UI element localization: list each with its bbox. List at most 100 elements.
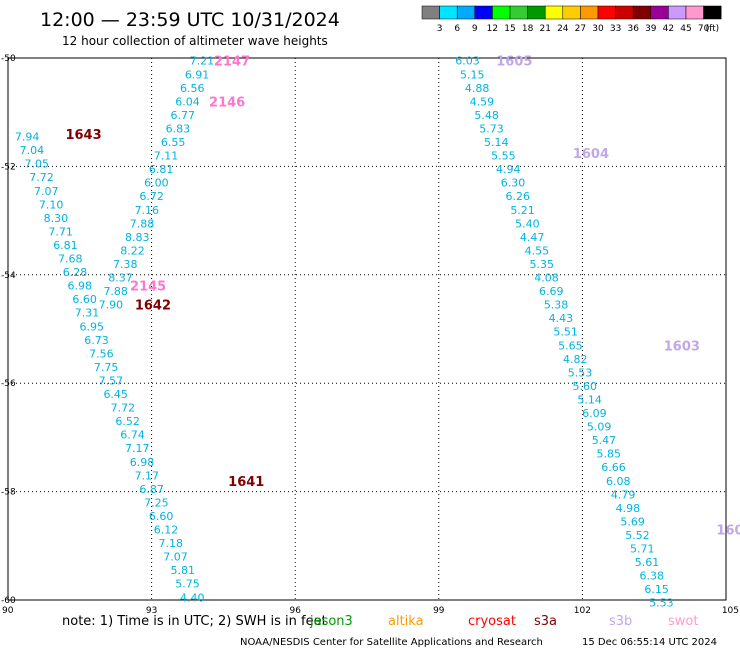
legend-label: 24 <box>557 24 569 34</box>
legend-unit: (ft) <box>706 24 720 34</box>
track-1641-1643: 7.947.047.057.727.077.108.307.716.817.68… <box>15 131 205 605</box>
legend-label: 33 <box>610 24 621 34</box>
legend-swatch <box>703 5 722 20</box>
wave-height-value: 4.08 <box>534 272 559 285</box>
lat-tick-label: -52 <box>1 162 16 172</box>
wave-height-value: 7.21 <box>190 55 215 68</box>
wave-height-value: 6.60 <box>72 293 97 306</box>
wave-height-value: 7.72 <box>111 402 136 415</box>
wave-height-value: 8.30 <box>44 212 69 225</box>
wave-height-value: 7.04 <box>20 144 45 157</box>
wave-height-value: 7.72 <box>29 171 54 184</box>
lat-tick-label: -54 <box>1 271 16 281</box>
wave-height-value: 5.51 <box>553 326 578 339</box>
generated-timestamp: 15 Dec 06:55:14 UTC 2024 <box>582 637 717 648</box>
legend-label: 9 <box>472 24 478 34</box>
track-2145-2147: 7.216.916.566.046.776.836.557.116.816.00… <box>99 55 214 312</box>
wave-height-value: 6.55 <box>161 136 186 149</box>
wave-height-value: 7.16 <box>135 204 160 217</box>
legend-swatch <box>615 5 634 20</box>
wave-height-value: 4.79 <box>611 488 636 501</box>
lon-tick-label: 99 <box>433 606 445 616</box>
credit-text: NOAA/NESDIS Center for Satellite Applica… <box>240 637 543 648</box>
wave-height-value: 5.14 <box>484 136 509 149</box>
wave-height-value: 5.85 <box>596 448 621 461</box>
wave-height-value: 4.40 <box>180 591 205 604</box>
pass-time-label: 1603 <box>664 339 700 354</box>
wave-height-value: 5.21 <box>510 204 535 217</box>
legend-label: 6 <box>454 24 460 34</box>
legend-swatch <box>544 5 564 20</box>
legend-swatch <box>597 5 616 20</box>
legend-swatch <box>456 5 476 20</box>
wave-height-value: 5.15 <box>460 68 485 81</box>
wave-height-value: 7.11 <box>154 150 179 163</box>
legend-label: 21 <box>539 24 550 34</box>
wave-height-value: 6.87 <box>139 483 164 496</box>
wave-height-value: 5.55 <box>491 150 516 163</box>
legend-label: 30 <box>592 24 604 34</box>
legend-swatch <box>650 5 669 20</box>
legend-label: 36 <box>627 24 639 34</box>
satellite-name-swot: swot <box>668 614 698 629</box>
wave-height-value: 6.98 <box>68 280 93 293</box>
wave-height-value: 7.25 <box>144 496 169 509</box>
pass-time-label: 2147 <box>214 55 250 70</box>
wave-height-value: 7.07 <box>34 185 59 198</box>
legend-label: 3 <box>437 24 443 34</box>
wave-height-value: 7.57 <box>99 374 124 387</box>
legend-label: 27 <box>575 24 586 34</box>
wave-height-value: 6.08 <box>606 475 631 488</box>
legend-label: 12 <box>487 24 498 34</box>
wave-height-value: 6.81 <box>149 163 174 176</box>
wave-height-value: 6.56 <box>180 82 205 95</box>
wave-height-value: 5.71 <box>630 543 655 556</box>
wave-height-value: 7.38 <box>113 258 138 271</box>
legend-swatch <box>509 5 528 20</box>
wave-height-value: 6.66 <box>601 461 626 474</box>
pass-time-label: 160 <box>716 524 740 539</box>
satellite-name-s3b: s3b <box>609 614 632 629</box>
wave-height-value: 6.38 <box>640 570 665 583</box>
wave-height-value: 5.52 <box>625 529 650 542</box>
legend-swatch <box>685 5 704 20</box>
wave-height-value: 7.17 <box>125 442 150 455</box>
wave-height-value: 6.52 <box>115 415 140 428</box>
satellite-tracks: 7.216.916.566.046.776.836.557.116.816.00… <box>15 55 674 610</box>
wave-height-value: 7.88 <box>130 217 155 230</box>
wave-height-value: 6.69 <box>539 285 564 298</box>
legend-label: 45 <box>680 24 691 34</box>
wave-height-value: 4.94 <box>496 163 521 176</box>
satellite-name-cryosat: cryosat <box>468 614 516 629</box>
legend-swatch <box>668 5 687 20</box>
wave-height-value: 7.56 <box>89 347 114 360</box>
wave-height-value: 6.74 <box>120 429 145 442</box>
wave-height-value: 6.77 <box>170 109 195 122</box>
pass-time-labels: 2147 2146 1643 2145 1642 1641 1605 1604 1603 160 <box>65 55 740 539</box>
wave-height-value: 7.75 <box>94 361 119 374</box>
wave-height-value: 7.88 <box>103 285 128 298</box>
map-frame <box>7 57 727 601</box>
wave-height-value: 6.26 <box>506 190 531 203</box>
wave-height-value: 5.53 <box>649 597 674 610</box>
legend-swatch <box>632 5 652 20</box>
legend-label: 18 <box>522 24 534 34</box>
wave-height-value: 5.65 <box>558 339 583 352</box>
wave-height-value: 6.00 <box>144 177 169 190</box>
wave-height-value: 5.53 <box>568 366 593 379</box>
wave-height-value: 4.98 <box>616 502 641 515</box>
wave-height-value: 5.09 <box>587 421 612 434</box>
map-subtitle: 12 hour collection of altimeter wave hei… <box>62 34 328 48</box>
wave-height-value: 5.35 <box>529 258 554 271</box>
track-1603-1605: 6.035.154.884.595.485.735.145.554.946.30… <box>455 55 673 610</box>
wave-height-value: 6.81 <box>53 239 78 252</box>
lon-tick-label: 93 <box>146 606 157 616</box>
legend-label: 70 <box>698 24 710 34</box>
wave-height-value: 6.28 <box>63 266 88 279</box>
lon-tick-label: 102 <box>574 606 591 616</box>
wave-height-value: 7.10 <box>39 198 64 211</box>
wave-height-value: 5.69 <box>620 515 645 528</box>
legend-swatch <box>580 5 599 20</box>
wave-height-value: 7.18 <box>158 537 183 550</box>
